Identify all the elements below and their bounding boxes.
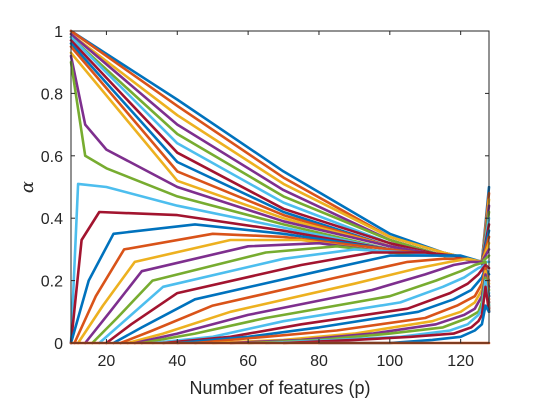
series-line-35 <box>282 285 491 345</box>
series-layer <box>69 29 491 345</box>
series-line-28 <box>161 263 491 345</box>
y-tick-label: 0 <box>54 336 63 353</box>
y-tick-label: 0.4 <box>41 211 63 228</box>
x-axis-label: Number of features (p) <box>189 378 370 398</box>
x-tick-label: 120 <box>447 353 474 370</box>
y-axis-ticks: 0 0.2 0.4 0.6 0.8 1 <box>41 24 489 353</box>
x-tick-label: 20 <box>98 353 116 370</box>
series-line-26 <box>140 260 491 345</box>
y-axis-label: α <box>17 181 38 193</box>
y-tick-label: 0.2 <box>41 274 63 291</box>
x-tick-label: 40 <box>168 353 186 370</box>
x-axis-ticks: 20 40 60 80 100 120 <box>98 31 474 370</box>
y-tick-label: 1 <box>54 24 63 41</box>
y-tick-label: 0.6 <box>41 149 63 166</box>
x-tick-label: 60 <box>239 353 257 370</box>
series-line-25 <box>133 260 491 345</box>
x-tick-label: 80 <box>310 353 328 370</box>
x-tick-label: 100 <box>376 353 403 370</box>
y-tick-label: 0.8 <box>41 86 63 103</box>
axes-box <box>70 30 490 344</box>
